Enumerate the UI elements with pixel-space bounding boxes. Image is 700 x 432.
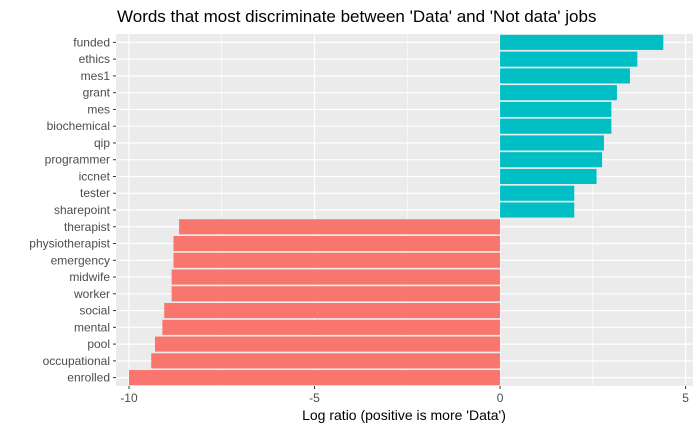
bar-qip	[500, 135, 604, 151]
y-tick-label: therapist	[64, 220, 111, 234]
x-axis-ticks: -10 -5 0 5	[120, 386, 689, 405]
bar-ethics	[500, 51, 638, 67]
bar-physiotherapist	[173, 235, 501, 252]
bar-enrolled	[128, 370, 501, 386]
bar-iccnet	[500, 168, 597, 185]
chart-title: Words that most discriminate between 'Da…	[117, 7, 596, 26]
x-tick-label: 0	[497, 391, 504, 405]
bar-funded	[500, 34, 664, 50]
x-tick-label: 5	[682, 391, 689, 405]
bar-grant	[500, 85, 617, 101]
bar-worker	[171, 286, 501, 302]
y-tick-label: qip	[94, 136, 110, 150]
y-tick-label: mes	[87, 102, 110, 116]
y-tick-label: pool	[87, 337, 110, 351]
bar-sharepoint	[500, 202, 575, 218]
y-tick-label: mental	[74, 320, 110, 334]
bar-occupational	[151, 353, 501, 369]
y-tick-label: mes1	[81, 69, 111, 83]
bar-pool	[154, 336, 501, 352]
bars	[128, 34, 664, 386]
y-tick-label: physiotherapist	[29, 237, 110, 251]
y-tick-label: tester	[80, 186, 110, 200]
y-tick-label: enrolled	[67, 371, 110, 385]
bar-emergency	[173, 252, 501, 268]
y-tick-label: programmer	[45, 153, 110, 167]
y-tick-label: grant	[83, 86, 111, 100]
y-tick-label: emergency	[51, 253, 110, 267]
bar-social	[164, 303, 501, 319]
y-axis-ticks: funded ethics mes1 grant mes biochemical qip pr…	[29, 35, 116, 385]
bar-midwife	[171, 269, 501, 285]
y-tick-label: midwife	[69, 270, 110, 284]
bar-mental	[162, 319, 501, 335]
bar-programmer	[500, 152, 603, 168]
x-tick-label: -5	[309, 391, 320, 405]
bar-mes	[500, 101, 612, 117]
y-tick-label: occupational	[43, 354, 110, 368]
y-tick-label: worker	[73, 287, 110, 301]
bar-tester	[500, 185, 575, 201]
y-tick-label: iccnet	[79, 169, 111, 183]
y-tick-label: biochemical	[47, 119, 110, 133]
y-tick-label: sharepoint	[54, 203, 111, 217]
bar-biochemical	[500, 118, 612, 134]
x-axis-title: Log ratio (positive is more 'Data')	[302, 407, 506, 423]
bar-mes1	[500, 68, 630, 84]
y-tick-label: funded	[73, 35, 110, 49]
y-tick-label: ethics	[79, 52, 110, 66]
bar-therapist	[179, 219, 501, 235]
x-tick-label: -10	[120, 391, 138, 405]
y-tick-label: social	[79, 304, 110, 318]
